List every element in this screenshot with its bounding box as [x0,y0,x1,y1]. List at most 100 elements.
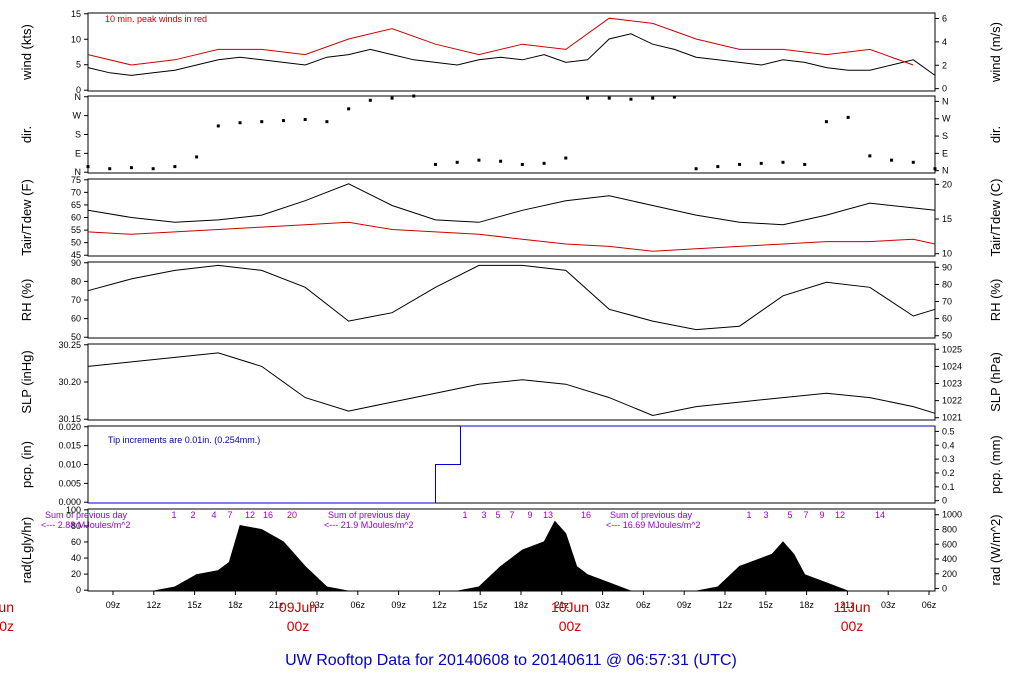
series-point-dir [586,96,590,100]
ylabel-left-precip: pcp. (in) [19,441,34,488]
series-point-dir [86,165,90,169]
x-tick-label: 03z [310,600,325,610]
x-tick-label: 06z [636,600,651,610]
date-hour-label: 00z [841,618,864,634]
left-tick-label-radiation: 40 [71,553,81,563]
right-tick-label-radiation: 0 [942,584,947,594]
left-tick-label-wind: 5 [76,60,81,70]
series-point-dir [542,161,546,165]
rad-hour-label: 2 [190,510,195,520]
right-tick-label-pressure: 1025 [942,344,962,354]
series-point-dir [694,167,698,171]
x-tick-label: 15z [473,600,488,610]
left-tick-label-radiation: 60 [71,537,81,547]
series-point-dir [890,158,894,162]
series-point-dir [911,160,915,164]
precip-note: Tip increments are 0.01in. (0.254mm.) [108,435,260,445]
ylabel-left-radiation: rad(Lgly/hr) [19,517,34,583]
right-tick-label-precip: 0.3 [942,454,955,464]
right-tick-label-precip: 0.2 [942,468,955,478]
right-tick-label-direction: E [942,148,948,158]
series-point-dir [520,162,524,166]
series-point-dir [933,167,937,171]
rad-hour-label: 16 [581,510,591,520]
rad-hour-label: 7 [227,510,232,520]
right-tick-label-rh: 50 [942,331,952,341]
ylabel-right-pressure: SLP (hPa) [988,352,1003,412]
rad-note-heading: Sum of previous day [45,510,128,520]
series-point-dir [455,160,459,164]
ylabel-left-temperature: Tair/Tdew (F) [19,179,34,256]
rad-hour-label: 9 [527,510,532,520]
right-tick-label-precip: 0.5 [942,426,955,436]
series-point-dir [781,160,785,164]
ylabel-right-direction: dir. [988,126,1003,143]
right-tick-label-direction: S [942,131,948,141]
series-point-dir [716,165,720,169]
series-point-dir [216,124,220,128]
left-tick-label-precip: 0.015 [58,441,81,451]
left-tick-label-wind: 0 [76,85,81,95]
ylabel-left-wind: wind (kts) [19,24,34,81]
right-tick-label-wind: 0 [942,84,947,94]
left-tick-label-temperature: 60 [71,213,81,223]
series-point-dir [151,167,155,171]
x-tick-label: 03z [595,600,610,610]
left-tick-label-temperature: 55 [71,225,81,235]
right-tick-label-pressure: 1024 [942,361,962,371]
ylabel-left-direction: dir. [19,126,34,143]
right-tick-label-radiation: 400 [942,554,957,564]
date-day-label: 10Jun [551,599,589,615]
series-point-dir [759,161,763,165]
x-tick-label: 21z [840,600,855,610]
right-tick-label-wind: 2 [942,60,947,70]
series-point-dir [738,162,742,166]
panel-frame-direction [87,95,936,174]
right-tick-label-pressure: 1023 [942,379,962,389]
right-tick-label-direction: N [942,96,949,106]
left-tick-label-rh: 90 [71,258,81,268]
series-point-dir [803,162,807,166]
x-tick-label: 18z [514,600,529,610]
x-tick-label: 21z [555,600,570,610]
series-line-RH [87,264,936,331]
right-tick-label-temperature: 20 [942,179,952,189]
left-tick-label-pressure: 30.20 [58,377,81,387]
left-tick-label-radiation: 20 [71,569,81,579]
left-tick-label-precip: 0.020 [58,422,81,432]
left-tick-label-direction: N [75,167,82,177]
left-tick-label-pressure: 30.15 [58,414,81,424]
rad-hour-label: 3 [481,510,486,520]
series-point-dir [390,96,394,100]
rad-hour-label: 7 [803,510,808,520]
left-tick-label-precip: 0.005 [58,478,81,488]
rad-hour-label: 4 [211,510,216,520]
right-tick-label-rh: 80 [942,279,952,289]
x-tick-label: 12z [718,600,733,610]
right-tick-label-temperature: 10 [942,249,952,259]
series-point-dir [868,154,872,158]
x-tick-label: 15z [187,600,202,610]
x-tick-label: 18z [799,600,814,610]
rad-note-heading: Sum of previous day [610,510,693,520]
left-tick-label-direction: N [75,92,82,102]
left-tick-label-radiation: 80 [71,521,81,531]
series-line-Tdew [87,221,936,252]
series-line-Tair [87,183,936,226]
left-tick-label-temperature: 75 [71,175,81,185]
series-point-dir [607,96,611,100]
right-tick-label-wind: 6 [942,13,947,23]
x-tick-label: 09z [391,600,406,610]
wind-note: 10 min. peak winds in red [105,14,207,24]
left-tick-label-temperature: 45 [71,250,81,260]
date-day-label: 8Jun [0,599,14,615]
ylabel-right-radiation: rad (W/m^2) [988,514,1003,585]
rad-note-total: <--- 21.9 MJoules/m^2 [324,520,414,530]
right-tick-label-rh: 60 [942,314,952,324]
series-point-dir [412,94,416,98]
right-tick-label-radiation: 800 [942,525,957,535]
ylabel-right-rh: RH (%) [988,279,1003,322]
x-tick-label: 12z [432,600,447,610]
chart-title: UW Rooftop Data for 20140608 to 20140611… [285,652,737,669]
left-tick-label-temperature: 65 [71,200,81,210]
